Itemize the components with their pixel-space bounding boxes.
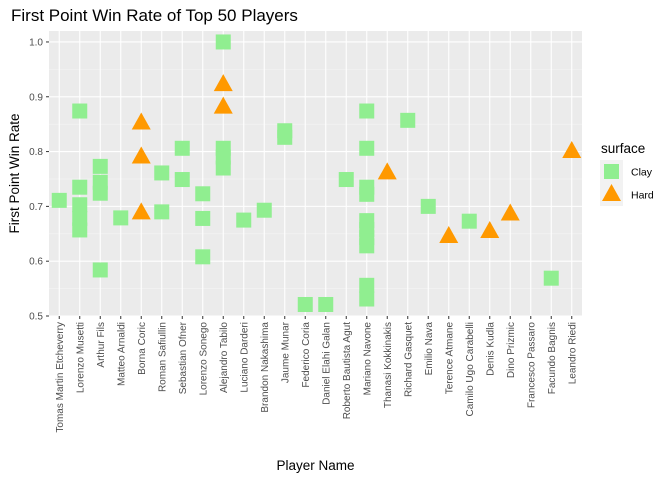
x-tick-label: Roman Safiullin — [157, 322, 168, 392]
point-hard — [131, 146, 151, 164]
y-axis-label: First Point Win Rate — [7, 113, 22, 233]
point-clay — [174, 172, 190, 188]
plot-panel — [49, 31, 582, 316]
x-tick-label: Emilio Nava — [424, 322, 435, 376]
point-hard — [500, 203, 520, 221]
point-clay — [543, 270, 559, 286]
x-tick-label: Tomas Martin Etcheverry — [55, 322, 66, 433]
point-clay — [338, 172, 354, 188]
x-tick-label: Richard Gasquet — [403, 322, 414, 397]
point-clay — [92, 185, 108, 201]
x-tick-label: Francesco Passaro — [526, 322, 537, 409]
point-clay — [174, 140, 190, 156]
point-clay — [359, 277, 375, 293]
y-tick-label: 0.9 — [29, 92, 43, 103]
point-clay — [215, 160, 231, 176]
x-tick-label: Matteo Arnaldi — [116, 322, 127, 386]
x-tick-label: Thanasi Kokkinakis — [383, 322, 394, 408]
point-clay — [72, 222, 88, 238]
point-clay — [215, 34, 231, 50]
point-hard — [439, 225, 459, 243]
point-clay — [92, 158, 108, 174]
legend-label-hard: Hard — [631, 190, 654, 202]
x-tick-label: Mariano Navone — [362, 322, 373, 396]
point-clay — [277, 129, 293, 145]
x-axis: Tomas Martin Etcheverry Lorenzo Musetti Ar… — [55, 316, 578, 433]
x-tick-label: Daniel Elahi Galan — [321, 322, 332, 405]
x-tick-label: Camilo Ugo Carabelli — [465, 322, 476, 416]
y-tick-label: 0.8 — [29, 147, 43, 158]
legend-key-hard — [602, 183, 621, 201]
point-clay — [420, 198, 436, 214]
x-tick-label: Federico Coria — [301, 322, 312, 388]
x-tick-label: Roberto Bautista Agut — [342, 322, 353, 420]
legend-key-clay — [604, 164, 619, 179]
point-hard — [131, 112, 151, 130]
point-clay — [72, 197, 88, 213]
point-hard — [213, 74, 233, 92]
legend-label-clay: Clay — [631, 167, 653, 179]
x-tick-label: Borna Coric — [137, 322, 148, 375]
x-tick-label: Arthur Fils — [96, 322, 107, 368]
x-tick-label: Dino Prizmic — [506, 322, 517, 378]
y-tick-label: 1.0 — [29, 37, 43, 48]
point-clay — [359, 238, 375, 254]
y-axis: 0.5 0.6 0.7 0.8 0.9 1.0 — [29, 37, 49, 323]
point-clay — [256, 202, 272, 218]
x-tick-label: Sebastian Ofner — [178, 321, 189, 394]
point-clay — [72, 179, 88, 195]
x-tick-label: Lorenzo Musetti — [75, 322, 86, 393]
point-clay — [72, 103, 88, 119]
x-axis-label: Player Name — [276, 458, 354, 473]
y-tick-label: 0.5 — [29, 312, 43, 323]
y-tick-label: 0.6 — [29, 257, 43, 268]
x-tick-label: Alejandro Tabilo — [219, 322, 230, 393]
point-clay — [92, 262, 108, 278]
point-clay — [297, 296, 313, 312]
point-clay — [400, 112, 416, 128]
point-hard — [480, 221, 500, 239]
x-tick-label: Jaume Munar — [280, 321, 291, 383]
x-tick-label: Luciano Darderi — [239, 322, 250, 393]
point-clay — [195, 186, 211, 202]
point-clay — [154, 165, 170, 181]
x-tick-label: Lorenzo Sonego — [198, 322, 209, 396]
x-tick-label: Leandro Riedi — [567, 322, 578, 384]
chart-title: First Point Win Rate of Top 50 Players — [11, 6, 298, 25]
point-clay — [195, 210, 211, 226]
point-clay — [154, 204, 170, 220]
point-hard — [377, 162, 397, 180]
point-clay — [359, 140, 375, 156]
point-clay — [51, 192, 67, 208]
point-clay — [236, 212, 252, 228]
point-clay — [359, 291, 375, 307]
point-clay — [461, 213, 477, 229]
legend-title: surface — [601, 141, 645, 156]
x-tick-label: Denis Kudla — [485, 322, 496, 376]
y-tick-label: 0.7 — [29, 202, 43, 213]
point-clay — [318, 296, 334, 312]
data-points — [51, 34, 582, 312]
point-clay — [359, 186, 375, 202]
point-clay — [195, 249, 211, 265]
point-hard — [562, 141, 582, 159]
point-hard — [213, 96, 233, 114]
x-tick-label: Brandon Nakashima — [260, 322, 271, 413]
x-tick-label: Terence Atmane — [444, 322, 455, 395]
x-tick-label: Facundo Bagnis — [547, 322, 558, 394]
point-hard — [131, 202, 151, 220]
point-clay — [359, 103, 375, 119]
point-clay — [113, 210, 129, 226]
legend: surface Clay Hard — [600, 141, 654, 206]
point-clay — [72, 210, 88, 226]
